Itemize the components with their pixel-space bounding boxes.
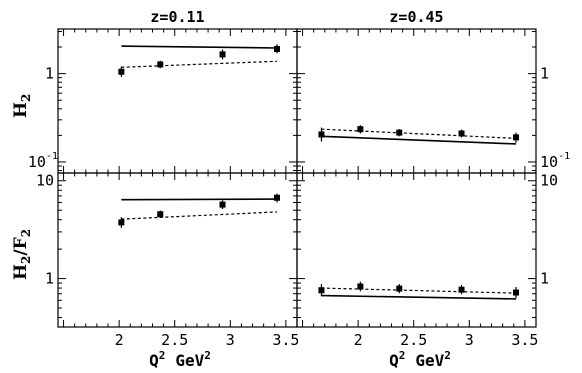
x-axis-label-right: Q2 GeV2 xyxy=(389,349,451,370)
panel-frame-r0-c0 xyxy=(57,28,298,174)
dashed-curve-panel-1 xyxy=(321,128,517,139)
x-tick-label: 2 xyxy=(354,331,363,349)
data-point xyxy=(157,211,164,218)
data-point xyxy=(157,61,164,68)
y-axis-label-ratio-denominator-subscript: 2 xyxy=(19,229,33,237)
y-tick-label-left: 10 xyxy=(36,172,54,190)
x-axis-unit-sup: 2 xyxy=(444,349,451,362)
y-axis-label-h2-main: H xyxy=(11,102,31,118)
x-axis-label-q: Q xyxy=(389,351,399,370)
x-axis-label-q: Q xyxy=(149,351,159,370)
data-point xyxy=(396,285,403,292)
data-marks xyxy=(118,44,519,300)
data-point xyxy=(318,287,325,294)
y-axis-label-ratio-slash: / xyxy=(11,249,31,256)
y-tick-label-left: 1 xyxy=(45,65,54,83)
solid-curve-panel-2 xyxy=(121,198,277,201)
data-point xyxy=(273,194,280,201)
y-tick-label-left: 10-1 xyxy=(28,151,58,171)
column-title-z-0-45: z=0.45 xyxy=(389,8,443,26)
data-point xyxy=(219,201,226,208)
x-axis-label-q-sup: 2 xyxy=(399,349,406,362)
y-axis-label-ratio-numerator-subscript: 2 xyxy=(19,256,33,264)
panel-frame-r0-c1 xyxy=(296,28,537,174)
data-point xyxy=(118,219,125,226)
data-point xyxy=(458,130,465,137)
y-tick-label-right: 10-1 xyxy=(540,151,570,171)
y-axis-label-ratio-denominator: F xyxy=(11,237,31,249)
x-tick-label: 3.5 xyxy=(511,331,538,349)
solid-curve-panel-3 xyxy=(321,294,517,300)
x-tick-label: 3.5 xyxy=(272,331,299,349)
y-axis-label-ratio-numerator: H xyxy=(11,264,31,280)
x-tick-label: 3 xyxy=(226,331,235,349)
dashed-curve-panel-3 xyxy=(321,287,517,294)
x-tick-label: 2.5 xyxy=(161,331,188,349)
panel-frame-r1-c1 xyxy=(296,172,537,328)
dashed-curve-panel-0 xyxy=(121,60,278,68)
column-title-z-0-11: z=0.11 xyxy=(150,8,204,26)
x-axis-unit-gev: GeV xyxy=(175,351,204,370)
data-point xyxy=(118,68,125,75)
panel-frame-r1-c0 xyxy=(57,172,298,328)
data-point xyxy=(273,45,280,52)
y-tick-label-right: 1 xyxy=(540,65,549,83)
x-axis-unit-gev: GeV xyxy=(415,351,444,370)
data-point xyxy=(357,283,364,290)
y-tick-label-right: 1 xyxy=(540,270,549,288)
solid-curve-panel-0 xyxy=(121,45,278,49)
data-point xyxy=(396,129,403,136)
x-tick-label: 2.5 xyxy=(400,331,427,349)
data-point xyxy=(512,134,519,141)
data-point xyxy=(318,131,325,138)
x-axis-label-left: Q2 GeV2 xyxy=(149,349,211,370)
data-point xyxy=(357,126,364,133)
dashed-curve-panel-2 xyxy=(121,211,278,220)
y-tick-label-right: 10 xyxy=(540,172,558,190)
x-tick-label: 3 xyxy=(465,331,474,349)
x-tick-label: 2 xyxy=(115,331,124,349)
solid-curve-panel-1 xyxy=(321,135,517,145)
x-axis-unit-sup: 2 xyxy=(204,349,211,362)
panel-frames xyxy=(57,28,537,328)
y-axis-label-h2-subscript: 2 xyxy=(19,94,33,102)
axis-texts: z=0.11 z=0.45 H2 H2/F2 Q2 GeV2 Q2 GeV2 2 22… xyxy=(11,8,570,370)
axis-ticks xyxy=(58,29,536,327)
y-tick-label-left: 1 xyxy=(45,270,54,288)
data-point xyxy=(458,286,465,293)
y-axis-label-h2: H2 xyxy=(11,94,33,118)
data-point xyxy=(219,51,226,58)
data-point xyxy=(512,289,519,296)
x-axis-label-q-sup: 2 xyxy=(159,349,166,362)
y-axis-label-h2-over-f2: H2/F2 xyxy=(11,229,33,280)
